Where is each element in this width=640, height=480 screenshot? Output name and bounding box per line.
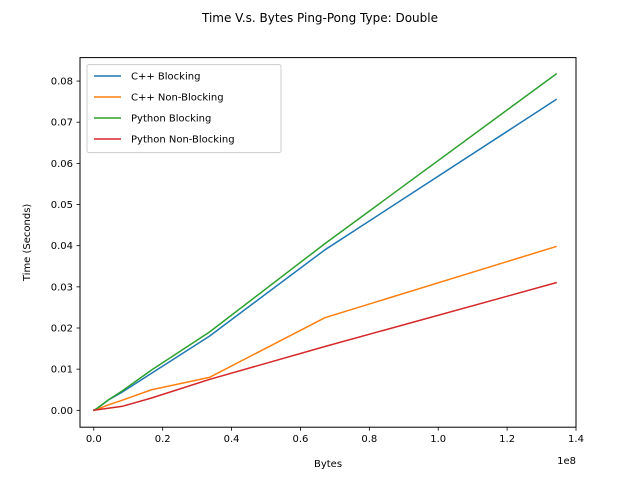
legend-label-4: Python Non-Blocking [131,135,235,146]
x-tick-label: 0.2 [155,434,171,445]
y-axis: 0.00 0.01 0.02 0.03 0.04 0.05 0.06 0.07 0.08 [51,77,80,417]
x-tick-label: 0.4 [224,434,240,445]
legend-label-2: C++ Non-Blocking [131,93,224,104]
x-tick-label: 1.4 [568,434,584,445]
x-tick-label: 0.6 [292,434,308,445]
chart-title: Time V.s. Bytes Ping-Pong Type: Double [201,11,438,25]
y-tick-label: 0.01 [51,365,73,376]
x-tick-label: 1.2 [499,434,515,445]
x-tick-label: 0.8 [361,434,377,445]
x-axis-label: Bytes [314,459,342,470]
y-tick-label: 0.05 [51,200,73,211]
y-tick-label: 0.02 [51,324,73,335]
legend-label-1: C++ Blocking [131,72,200,83]
x-tick-label: 0.0 [86,434,102,445]
x-axis-offset-label: 1e8 [557,456,576,467]
plot-lines [92,73,558,412]
legend-label-3: Python Blocking [131,114,211,125]
y-axis-label: Time (Seconds) [22,204,33,283]
x-tick-label: 1.0 [430,434,446,445]
legend: C++ Blocking C++ Non-Blocking Python Block… [86,64,282,154]
y-tick-label: 0.08 [51,77,73,88]
legend-box [86,64,282,154]
x-axis: 0.0 0.2 0.4 0.6 0.8 1.0 1.2 1.4 [86,427,584,445]
y-tick-label: 0.07 [51,118,73,129]
y-tick-label: 0.03 [51,282,73,293]
y-tick-label: 0.06 [51,159,73,170]
series-line-4 [92,281,558,412]
y-tick-label: 0.04 [51,241,73,252]
plot-frame [79,57,577,428]
y-tick-label: 0.00 [51,406,73,417]
